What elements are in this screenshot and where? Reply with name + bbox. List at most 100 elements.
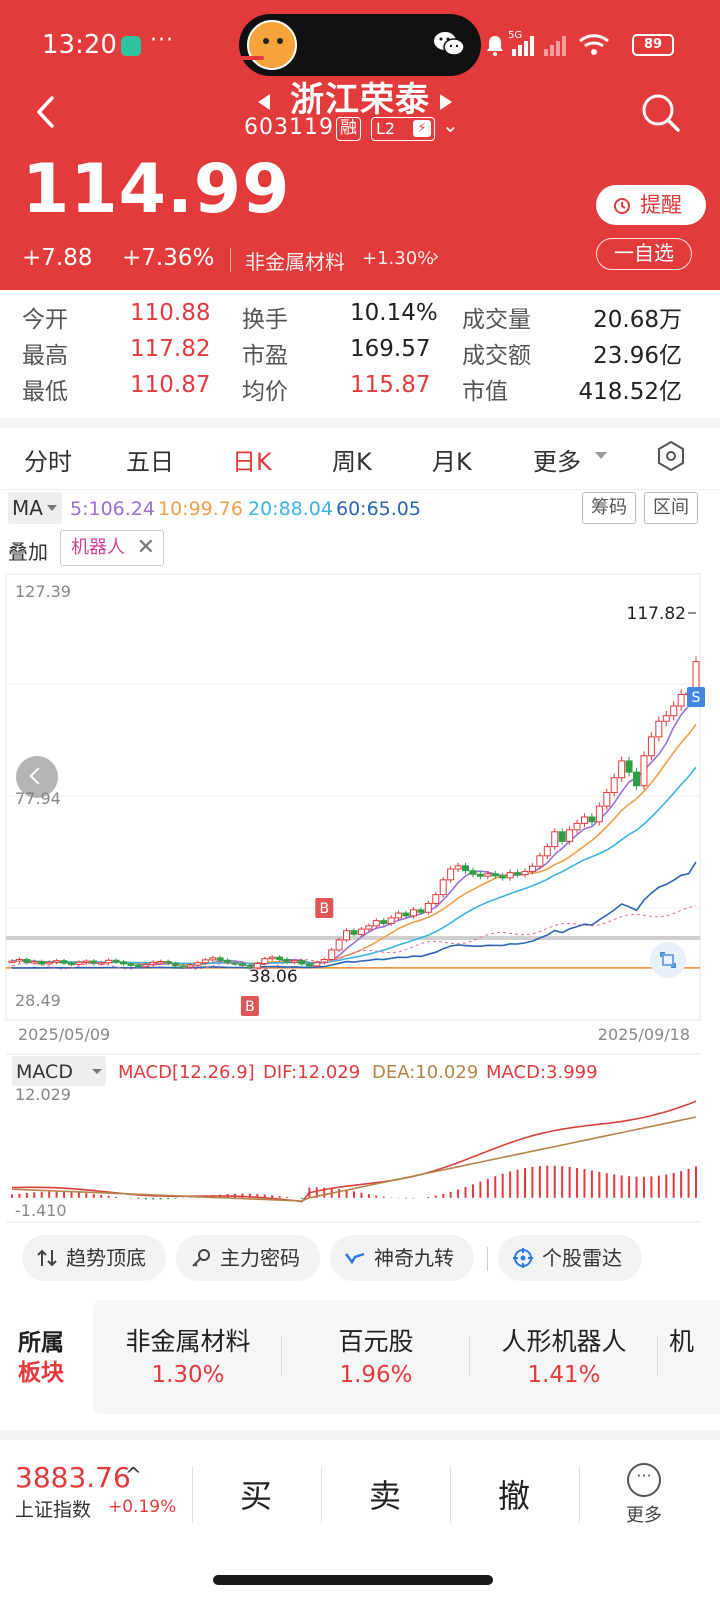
magic-nine-turn-button[interactable]: 神奇九转 <box>330 1235 474 1281</box>
candle-body <box>105 959 113 964</box>
quote-label: 最低 <box>22 379 68 405</box>
next-stock-icon[interactable] <box>440 94 452 110</box>
candle-body <box>357 928 365 935</box>
chips-distribution-button[interactable]: 筹码 <box>582 492 636 524</box>
range-button[interactable]: 区间 <box>644 492 698 524</box>
candle-body <box>201 959 209 964</box>
candle-body <box>224 959 232 964</box>
bolt-icon: ⚡ <box>413 120 431 137</box>
wechat-icon <box>434 32 465 56</box>
candle-body <box>112 959 120 963</box>
tab-2[interactable]: 日K <box>232 448 272 476</box>
overlay-chip-robot[interactable]: 机器人 ✕ <box>60 530 164 566</box>
chart-scroll-left-button[interactable] <box>16 756 58 798</box>
divider <box>579 1467 580 1523</box>
add-watchlist-button[interactable]: 一自选 <box>596 238 692 270</box>
sector-item[interactable]: 人形机器人 1.41% <box>469 1322 659 1388</box>
sectors-heading-2: 板块 <box>18 1360 64 1386</box>
chevron-down-icon[interactable]: ⌄ <box>442 113 459 137</box>
signal-label: B <box>319 901 329 917</box>
status-time: 13:20 <box>42 30 117 60</box>
sector-item[interactable]: 机 <box>669 1322 720 1358</box>
quote-value: 20.68万 <box>593 307 682 333</box>
quote-value: 115.87 <box>350 372 431 398</box>
candle-body <box>432 894 440 904</box>
candle-body <box>298 960 306 965</box>
chevron-right-icon[interactable]: › <box>432 246 440 267</box>
tab-5[interactable]: 更多 <box>533 448 581 476</box>
ma-selector[interactable]: MA <box>8 492 62 524</box>
candle-body <box>45 961 53 965</box>
candle-body <box>350 930 358 935</box>
alert-label: 提醒 <box>640 193 682 217</box>
quote-grid: 今开 110.88 换手 10.14% 成交量 20.68万 最高 117.82 市盈 169.5… <box>0 290 720 418</box>
signal-weak-icon <box>544 36 566 56</box>
ma5-value: 5:106.24 <box>70 498 155 520</box>
l2-tag[interactable]: L2 ⚡ <box>371 117 435 141</box>
quote-label: 市盈 <box>242 343 288 369</box>
candle-body <box>30 961 38 964</box>
kline-chart-area[interactable]: 127.39 77.94 28.49 2025/05/09 2025/09/18 117.… <box>0 572 720 1232</box>
quote-value: 169.57 <box>350 336 431 362</box>
active-tab-indicator <box>240 56 264 60</box>
alert-button[interactable]: 提醒 <box>596 185 706 225</box>
sector-percent: 1.41% <box>527 1362 601 1388</box>
candle-body <box>439 879 447 896</box>
more-notifications-icon: ··· <box>150 28 174 53</box>
home-indicator[interactable] <box>213 1575 493 1585</box>
sectors-scroll-panel[interactable]: 非金属材料 1.30% 百元股 1.96% 人形机器人 1.41% 机 <box>93 1300 720 1414</box>
sectors-heading: 所属 板块 <box>18 1328 78 1388</box>
candle-body <box>320 959 328 964</box>
candle-body <box>402 912 410 917</box>
stock-radar-button[interactable]: 个股雷达 <box>498 1235 642 1281</box>
tab-1[interactable]: 五日 <box>126 448 174 476</box>
overlay-robot-series <box>11 905 697 970</box>
prev-stock-icon[interactable] <box>258 94 270 110</box>
signal-label: B <box>245 999 255 1015</box>
avatar <box>247 20 297 70</box>
sector-item[interactable]: 百元股 1.96% <box>281 1322 471 1388</box>
signal-marker <box>240 996 259 1016</box>
buy-button[interactable]: 买 <box>239 1477 272 1515</box>
tab-0[interactable]: 分时 <box>24 448 72 476</box>
signal-marker <box>687 687 705 707</box>
sector-item[interactable]: 非金属材料 1.30% <box>93 1322 283 1388</box>
dynamic-island[interactable] <box>239 14 481 76</box>
industry-sector-name[interactable]: 非金属材料 <box>245 250 345 274</box>
quote-value: 110.87 <box>130 372 211 398</box>
quote-label: 换手 <box>242 307 288 333</box>
tab-3[interactable]: 周K <box>332 448 372 476</box>
divider <box>487 1247 488 1271</box>
candle-body <box>120 961 128 965</box>
macd-dea-line <box>11 1116 697 1202</box>
close-icon[interactable]: ✕ <box>136 535 155 560</box>
candle-body <box>521 870 529 876</box>
analysis-tools-row: 趋势顶底 主力密码 神奇九转 个股雷达 <box>0 1235 720 1287</box>
signal-label: S <box>692 690 701 706</box>
tab-4[interactable]: 月K <box>432 448 472 476</box>
quote-label: 成交量 <box>462 307 531 333</box>
overlay-chip-label: 机器人 <box>71 537 125 558</box>
caret-down-icon[interactable] <box>595 452 607 459</box>
sell-button[interactable]: 卖 <box>368 1477 401 1515</box>
candle-body <box>343 930 351 941</box>
back-button[interactable] <box>30 92 64 132</box>
divider <box>657 1336 658 1376</box>
settings-hexagon-icon[interactable] <box>656 440 686 472</box>
candle-body <box>372 920 380 927</box>
divider <box>450 1467 451 1523</box>
search-icon[interactable] <box>640 92 682 134</box>
main-force-code-button[interactable]: 主力密码 <box>176 1235 320 1281</box>
more-button[interactable]: ··· 更多 <box>622 1463 666 1527</box>
quote-label: 市值 <box>462 379 508 405</box>
cancel-order-button[interactable]: 撤 <box>497 1477 530 1515</box>
fullscreen-icon[interactable] <box>650 942 686 978</box>
macd-title: MACD[12.26.9] <box>118 1062 255 1083</box>
trend-top-bottom-button[interactable]: 趋势顶底 <box>22 1235 166 1281</box>
sector-name: 人形机器人 <box>501 1327 627 1356</box>
quote-value: 117.82 <box>130 336 211 362</box>
candle-body <box>633 771 641 787</box>
trend-v-icon <box>345 1252 365 1265</box>
candle-body <box>194 962 202 966</box>
